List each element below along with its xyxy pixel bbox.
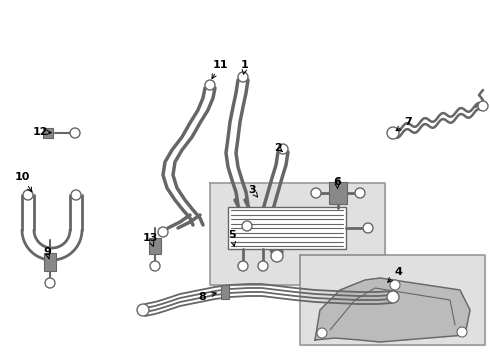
Text: 12: 12 [32,127,48,137]
Circle shape [137,304,149,316]
Circle shape [205,80,215,90]
Circle shape [278,144,288,154]
Text: 10: 10 [14,172,30,182]
Circle shape [158,227,168,237]
Bar [329,182,347,204]
Text: 9: 9 [43,247,51,257]
Circle shape [238,72,248,82]
Circle shape [71,190,81,200]
Circle shape [238,261,248,271]
Bar [43,128,53,138]
Circle shape [45,278,55,288]
Text: 4: 4 [394,267,402,277]
Text: 13: 13 [142,233,158,243]
Circle shape [150,261,160,271]
Circle shape [23,190,33,200]
Polygon shape [300,255,485,345]
Text: 11: 11 [212,60,228,70]
Circle shape [70,128,80,138]
Circle shape [478,101,488,111]
Circle shape [258,261,268,271]
Circle shape [355,188,365,198]
Polygon shape [315,278,470,342]
Circle shape [390,280,400,290]
Text: 7: 7 [404,117,412,127]
Circle shape [387,127,399,139]
Text: 5: 5 [228,230,236,240]
Circle shape [317,328,327,338]
Text: 1: 1 [241,60,249,70]
Bar [221,285,229,299]
Text: 6: 6 [333,177,341,187]
Circle shape [457,327,467,337]
Text: 2: 2 [274,143,282,153]
Text: 3: 3 [248,185,256,195]
Circle shape [311,188,321,198]
Text: 8: 8 [198,292,206,302]
Circle shape [387,291,399,303]
Circle shape [242,221,252,231]
Circle shape [271,250,283,262]
Bar [44,253,56,271]
Polygon shape [210,183,385,285]
Bar [228,207,346,249]
Circle shape [363,223,373,233]
Bar [149,238,161,254]
